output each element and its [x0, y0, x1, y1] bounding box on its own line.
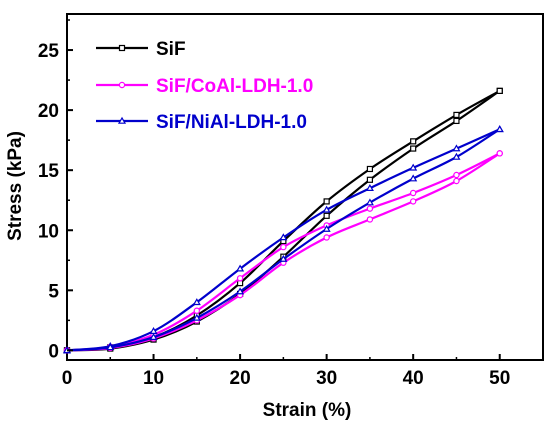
data-point: [323, 234, 330, 241]
data-point: [452, 152, 461, 160]
data-point: [365, 184, 374, 192]
series-line-unloading: [66, 152, 501, 352]
x-tick-label: 20: [230, 368, 251, 389]
y-tick-label: 15: [38, 161, 60, 182]
plot-area-border: [66, 13, 544, 361]
data-point: [236, 287, 245, 295]
data-point: [236, 264, 245, 272]
data-point: [496, 87, 503, 94]
data-point: [236, 275, 244, 282]
legend-item: SiF: [96, 39, 186, 60]
y-tick-label: 0: [48, 341, 59, 362]
legend-marker: [118, 81, 126, 89]
data-point: [149, 332, 158, 340]
legend-marker: [118, 44, 126, 52]
data-point: [453, 177, 460, 185]
data-point: [365, 198, 374, 206]
data-point: [453, 117, 460, 125]
legend: SiF SiF/CoAl-LDH-1.0 SiF/NiAl-LDH-1.0: [96, 39, 313, 133]
y-tick-label: 5: [48, 281, 59, 302]
x-tick-label: 0: [62, 368, 73, 389]
y-axis: 0 5 10 15 20 25: [38, 19, 73, 362]
data-point: [193, 307, 201, 314]
y-tick-label: 10: [38, 221, 59, 242]
data-point: [323, 198, 330, 205]
legend-item: SiF/CoAl-LDH-1.0: [96, 76, 313, 97]
series-3: [62, 125, 504, 354]
data-point: [495, 125, 504, 133]
data-point: [410, 145, 417, 152]
data-point: [409, 198, 417, 205]
data-point: [366, 165, 374, 173]
data-point: [409, 189, 417, 197]
data-point: [279, 254, 288, 262]
legend-label: SiF/NiAl-LDH-1.0: [156, 112, 307, 133]
data-point: [106, 343, 115, 351]
x-axis: 0 10 20 30 40 50: [62, 354, 510, 389]
data-point: [496, 150, 503, 157]
data-point: [322, 205, 331, 213]
series-2: [63, 150, 503, 354]
series-line-loading: [66, 152, 501, 352]
legend-label: SiF/CoAl-LDH-1.0: [156, 76, 313, 97]
data-point: [453, 111, 460, 119]
data-point: [323, 212, 330, 219]
y-tick-label: 20: [38, 101, 59, 122]
y-axis-title: Stress (kPa): [5, 131, 26, 241]
data-point: [452, 144, 461, 152]
data-point: [409, 163, 418, 171]
legend-label: SiF: [156, 39, 186, 60]
data-point: [409, 174, 418, 182]
data-point: [322, 224, 331, 232]
data-point: [453, 171, 460, 179]
x-tick-label: 50: [489, 368, 510, 389]
legend-item: SiF/NiAl-LDH-1.0: [96, 112, 307, 133]
data-point: [366, 176, 374, 183]
data-point: [366, 205, 374, 212]
x-tick-label: 10: [143, 368, 164, 389]
data-point: [279, 233, 288, 241]
data-point: [192, 298, 201, 306]
legend-marker: [117, 116, 127, 124]
data-point: [280, 243, 287, 251]
data-point: [366, 216, 374, 223]
data-point: [192, 313, 201, 321]
x-tick-label: 40: [403, 368, 424, 389]
plot-frame: [66, 13, 544, 361]
y-tick-label: 25: [38, 41, 60, 62]
x-axis-title: Strain (%): [263, 400, 352, 421]
data-point: [410, 138, 417, 145]
x-tick-label: 30: [316, 368, 337, 389]
curves: [62, 87, 504, 354]
